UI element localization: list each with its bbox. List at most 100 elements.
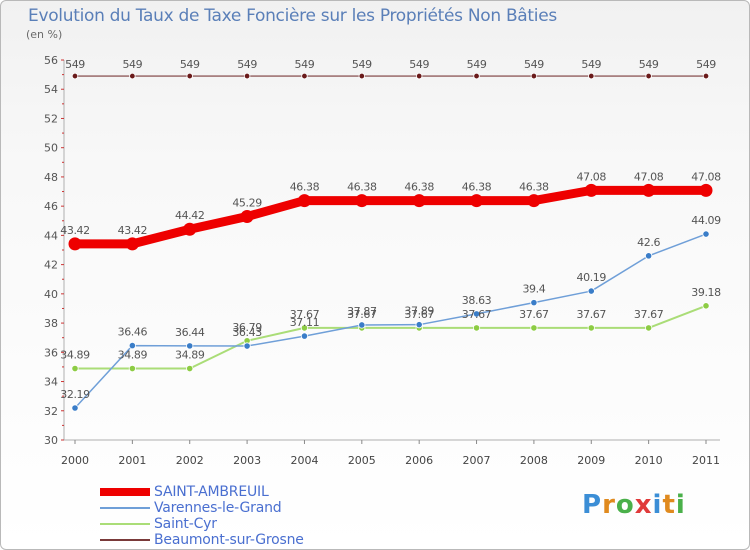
data-label-saint-cyr: 37.67 [577,308,607,321]
data-label-saint-cyr: 37.67 [462,308,492,321]
data-label-varennes-le-grand: 36.44 [175,326,205,339]
y-tick-label: 54 [44,83,58,96]
data-point-saint-ambreuil [584,183,598,197]
data-label-beaumont-sur-grosne: 549 [467,58,487,71]
legend-swatch-beaumont-sur-grosne [100,539,150,541]
data-label-beaumont-sur-grosne: 549 [65,58,85,71]
data-label-beaumont-sur-grosne: 549 [639,58,659,71]
data-label-saint-ambreuil: 46.38 [519,181,549,194]
data-point-beaumont-sur-grosne [71,72,79,80]
data-point-saint-cyr [645,324,653,332]
data-label-beaumont-sur-grosne: 549 [696,58,716,71]
data-point-saint-ambreuil [183,222,197,236]
data-label-saint-cyr: 37.67 [290,308,320,321]
legend-item-saint-cyr: Saint-Cyr [100,516,304,532]
y-tick-label: 32 [44,405,58,418]
legend-swatch-saint-cyr [100,523,150,525]
x-tick-label: 2001 [118,454,146,467]
data-label-varennes-le-grand: 40.19 [577,271,607,284]
data-point-varennes-le-grand [587,287,595,295]
data-label-saint-ambreuil: 45.29 [232,197,262,210]
legend-item-varennes-le-grand: Varennes-le-Grand [100,500,304,516]
data-point-saint-ambreuil [412,194,426,208]
x-tick-label: 2003 [233,454,261,467]
logo-letter: P [582,490,603,520]
data-point-saint-cyr [71,364,79,373]
y-tick-label: 56 [44,54,58,67]
y-tick-label: 34 [44,376,58,389]
y-tick-label: 44 [44,229,58,242]
series-line-varennes-le-grand [74,233,707,409]
y-tick-label: 48 [44,171,58,184]
data-label-beaumont-sur-grosne: 549 [122,58,142,71]
data-point-varennes-le-grand [702,230,710,238]
data-label-saint-ambreuil: 46.38 [404,181,434,194]
data-point-saint-ambreuil [355,194,369,208]
data-point-beaumont-sur-grosne [645,72,652,80]
proxiti-logo: Proxiti [582,490,686,520]
legend-label-saint-cyr: Saint-Cyr [154,516,217,532]
data-point-varennes-le-grand [358,321,366,329]
y-tick-label: 46 [44,200,58,213]
y-tick-label: 40 [44,288,58,301]
data-point-saint-cyr [128,364,136,373]
data-point-beaumont-sur-grosne [530,72,538,80]
y-tick-label: 50 [44,142,58,155]
data-point-saint-ambreuil [642,183,656,197]
data-point-saint-cyr [472,324,481,332]
logo-letter: o [615,490,635,520]
y-tick-label: 42 [44,259,58,272]
legend-swatch-saint-ambreuil [100,488,150,496]
data-point-varennes-le-grand [186,342,194,350]
data-label-saint-cyr: 34.89 [118,349,148,362]
data-label-saint-cyr: 37.67 [404,308,434,321]
x-tick-label: 2005 [348,454,376,467]
data-label-varennes-le-grand: 37.89 [404,305,434,318]
data-label-varennes-le-grand: 36.43 [232,326,262,339]
data-label-saint-cyr: 37.67 [347,308,377,321]
data-point-beaumont-sur-grosne [129,72,136,80]
data-label-beaumont-sur-grosne: 549 [237,58,257,71]
data-label-varennes-le-grand: 39.4 [522,283,545,296]
data-label-varennes-le-grand: 42.6 [637,236,660,249]
data-label-varennes-le-grand: 38.63 [462,294,492,307]
data-label-varennes-le-grand: 44.09 [691,214,721,227]
data-point-varennes-le-grand [645,252,653,260]
chart-title: Evolution du Taux de Taxe Foncière sur l… [28,6,557,26]
data-point-saint-ambreuil [297,194,311,208]
data-point-saint-cyr [587,324,595,332]
data-point-varennes-le-grand [71,404,79,412]
data-label-saint-ambreuil: 43.42 [60,224,90,237]
data-label-varennes-le-grand: 32.19 [60,388,90,401]
data-point-beaumont-sur-grosne [358,72,366,80]
data-label-beaumont-sur-grosne: 549 [180,58,200,71]
data-point-saint-ambreuil [68,237,82,251]
data-point-beaumont-sur-grosne [415,72,423,80]
data-label-beaumont-sur-grosne: 549 [524,58,544,71]
data-label-beaumont-sur-grosne: 549 [352,58,372,71]
y-axis-unit-label: (en %) [26,28,63,41]
legend-label-beaumont-sur-grosne: Beaumont-sur-Grosne [154,532,304,548]
data-label-beaumont-sur-grosne: 549 [581,58,601,71]
data-label-saint-ambreuil: 44.42 [175,209,205,222]
legend-item-saint-ambreuil: SAINT-AMBREUIL [100,484,304,500]
data-point-beaumont-sur-grosne [301,72,308,80]
legend-label-varennes-le-grand: Varennes-le-Grand [154,500,282,516]
y-tick-label: 30 [44,434,58,447]
data-label-saint-ambreuil: 47.08 [691,170,721,183]
series-line-saint-cyr [74,304,707,370]
data-label-beaumont-sur-grosne: 549 [409,58,429,71]
data-point-varennes-le-grand [243,342,251,350]
legend-item-beaumont-sur-grosne: Beaumont-sur-Grosne [100,532,304,548]
data-label-saint-cyr: 34.89 [60,349,90,362]
data-point-saint-cyr [186,364,194,373]
logo-letter: i [675,490,686,520]
data-point-saint-ambreuil [125,237,139,251]
series-line-saint-ambreuil [70,185,711,249]
data-point-saint-cyr [702,302,710,310]
data-point-varennes-le-grand [415,321,423,329]
logo-letter: x [634,490,653,520]
data-label-saint-cyr: 37.67 [634,308,664,321]
data-point-beaumont-sur-grosne [186,72,193,80]
